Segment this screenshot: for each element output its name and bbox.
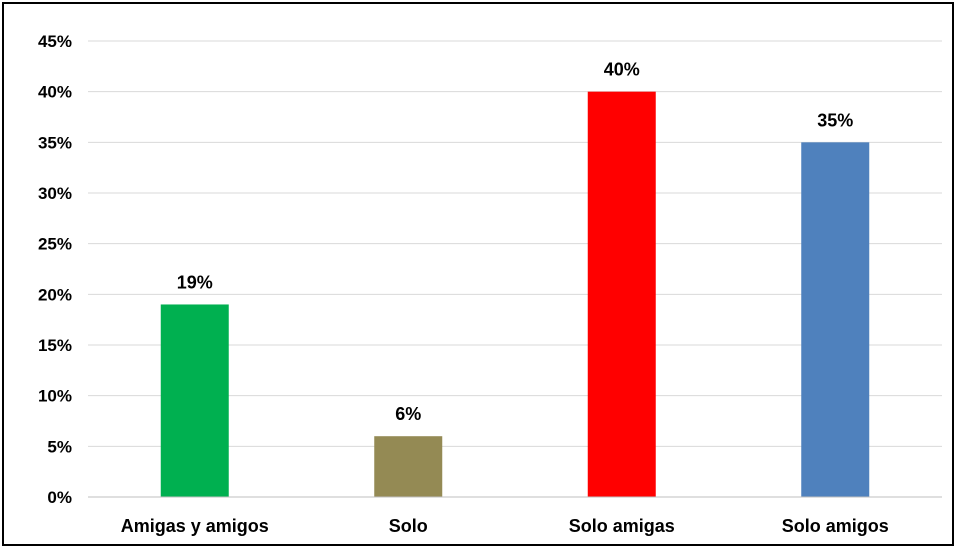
gridlines (88, 40, 942, 447)
data-labels: 19% 6% 40% 35% (177, 60, 854, 425)
y-tick-label-30: 30% (38, 184, 72, 203)
y-tick-label-20: 20% (38, 285, 72, 304)
bar-amigas-y-amigos (160, 304, 229, 497)
y-tick-label-45: 45% (38, 32, 72, 51)
category-label-solo: Solo (389, 516, 428, 536)
bar-solo (374, 436, 443, 497)
y-axis-tick-labels: 0% 5% 10% 15% 20% 25% 30% 35% 40% 45% (38, 32, 72, 507)
y-tick-label-10: 10% (38, 387, 72, 406)
category-label-solo-amigas: Solo amigas (569, 516, 675, 536)
y-tick-label-40: 40% (38, 83, 72, 102)
y-tick-label-5: 5% (47, 437, 72, 456)
category-label-solo-amigos: Solo amigos (782, 516, 889, 536)
data-label-solo: 6% (395, 404, 421, 424)
y-tick-label-15: 15% (38, 336, 72, 355)
bars (160, 91, 870, 498)
data-label-amigas-y-amigos: 19% (177, 272, 213, 292)
data-label-solo-amigos: 35% (817, 110, 853, 130)
bar-solo-amigos (801, 142, 870, 498)
data-label-solo-amigas: 40% (604, 60, 640, 80)
y-tick-label-25: 25% (38, 235, 72, 254)
category-label-amigas-y-amigos: Amigas y amigos (121, 516, 269, 536)
y-tick-label-35: 35% (38, 133, 72, 152)
y-tick-label-0: 0% (47, 488, 72, 507)
bar-solo-amigas (587, 91, 656, 498)
x-axis-category-labels: Amigas y amigos Solo Solo amigas Solo amigo… (121, 516, 889, 536)
